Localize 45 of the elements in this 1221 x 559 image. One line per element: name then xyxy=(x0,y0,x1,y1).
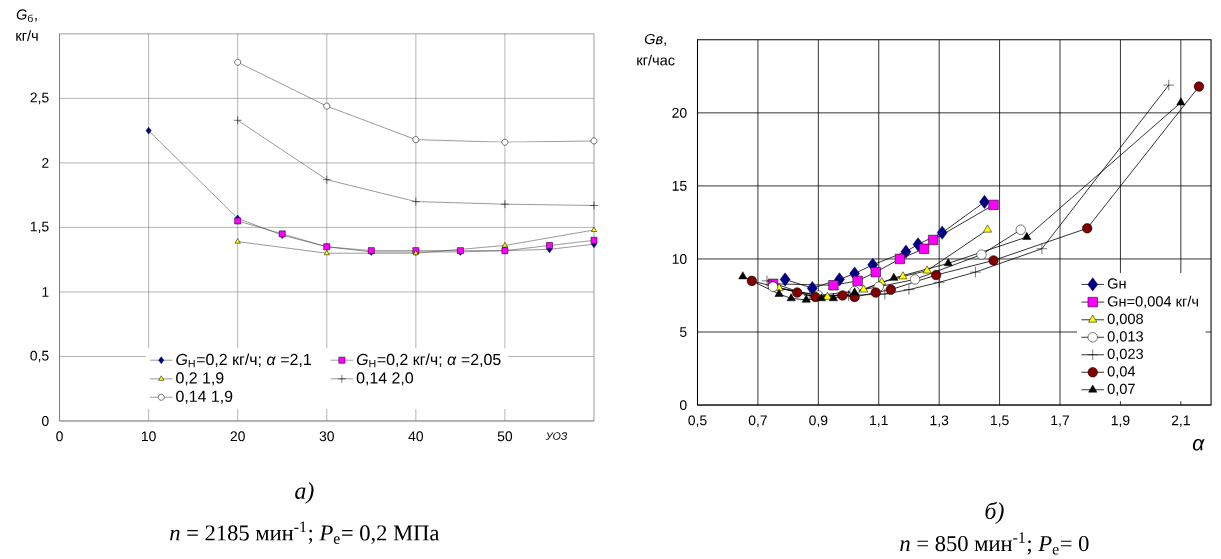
x-tick-label: 1,1 xyxy=(870,415,888,427)
legend-label: Gн xyxy=(1107,278,1126,289)
x-tick-label: 1,3 xyxy=(930,415,949,427)
x-tick-label: 1,5 xyxy=(990,415,1009,427)
legend-label: 0,013 xyxy=(1107,331,1143,344)
legend-label: Gн=0,004 кг/ч xyxy=(1107,295,1198,309)
x-tick-label: 0 xyxy=(56,431,63,442)
x-tick-label: 20 xyxy=(230,431,245,442)
x-axis-title: УОЗ xyxy=(545,432,568,440)
text: а) xyxy=(295,482,314,504)
legend-label: 0,07 xyxy=(1107,383,1135,396)
x-tick-label: 50 xyxy=(497,431,513,442)
y-tick-label: 5 xyxy=(679,327,687,337)
legend-label: 0,2 1,9 xyxy=(176,372,224,386)
y-tick-label: 0 xyxy=(679,400,687,411)
y-tick-label: 1 xyxy=(42,287,49,297)
y-tick-label: 20 xyxy=(672,107,687,118)
text: n = 2185 мин$^{-1}$; P$_{е}$= 0,2 МПа xyxy=(170,521,440,544)
x-tick-label: 10 xyxy=(141,431,156,442)
x-tick-label: 0,7 xyxy=(748,415,767,427)
legend-label: G$_{Н}$=0,2 кг/ч; α =2,1 xyxy=(176,353,311,368)
x-tick-label: 40 xyxy=(408,431,424,442)
legend-label: 0,04 xyxy=(1107,366,1136,379)
legend-label: G$_{Н}$=0,2 кг/ч; α =2,05 xyxy=(356,353,501,368)
y-tick-label: 10 xyxy=(672,254,687,264)
legend-label: 0,14 1,9 xyxy=(176,390,233,404)
x-tick-label: 30 xyxy=(319,431,334,442)
x-tick-label: 0,9 xyxy=(809,415,828,427)
legend-label: 0,008 xyxy=(1107,313,1143,326)
y-axis-title: Gв, кг/час xyxy=(637,33,675,66)
text: б) xyxy=(985,501,1004,524)
y-tick-label: 2,5 xyxy=(30,92,49,105)
y-tick-label: 15 xyxy=(672,181,687,191)
x-tick-label: 0,5 xyxy=(688,415,707,427)
y-tick-label: 0,5 xyxy=(30,350,49,363)
x-axis-title: α xyxy=(1192,438,1205,451)
x-tick-label: 1,9 xyxy=(1111,415,1130,427)
y-tick-label: 2 xyxy=(42,158,49,168)
x-tick-label: 2,1 xyxy=(1171,415,1190,427)
y-tick-label: 1,5 xyxy=(30,221,49,234)
legend-label: 0,14 2,0 xyxy=(356,372,414,386)
x-tick-label: 1,7 xyxy=(1051,415,1069,427)
text: n = 850 мин$^{-1}$; P$_{е}$= 0 xyxy=(900,532,1089,555)
y-axis-title: G$_{б}$, кг/ч xyxy=(16,9,38,41)
legend-label: 0,023 xyxy=(1107,348,1143,361)
